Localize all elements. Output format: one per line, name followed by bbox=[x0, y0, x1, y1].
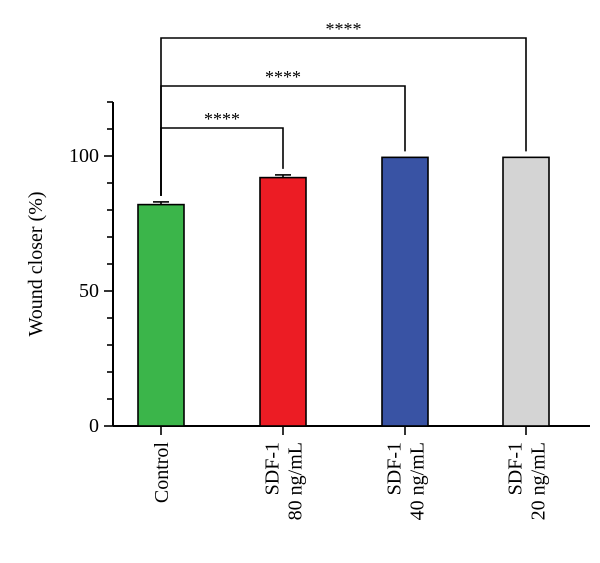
significance-bracket bbox=[160, 37, 527, 196]
y-tick-label: 100 bbox=[69, 145, 99, 167]
bar bbox=[502, 156, 550, 427]
bar bbox=[137, 203, 185, 427]
significance-brackets: **** **** **** bbox=[160, 19, 527, 196]
y-tick-label: 0 bbox=[89, 415, 99, 437]
x-tick-label: SDF-1 40 ng/mL bbox=[384, 442, 429, 520]
y-axis-label: Wound closer (%) bbox=[25, 191, 47, 336]
x-tick-label: Control bbox=[151, 442, 173, 504]
x-tick-label-line: 40 ng/mL bbox=[407, 442, 429, 520]
significance-label: **** bbox=[204, 109, 240, 129]
x-tick-label: SDF-1 20 ng/mL bbox=[505, 442, 550, 520]
bar bbox=[381, 156, 429, 427]
significance-label: **** bbox=[326, 19, 362, 39]
bars bbox=[137, 156, 550, 427]
x-tick-label-line: Control bbox=[151, 442, 173, 504]
x-tick-label-line: 20 ng/mL bbox=[528, 442, 550, 520]
significance-label: **** bbox=[265, 67, 301, 87]
x-tick-label-line: SDF-1 bbox=[384, 442, 406, 495]
x-tick-label-line: SDF-1 bbox=[505, 442, 527, 495]
x-tick-label-line: 80 ng/mL bbox=[285, 442, 307, 520]
y-tick-label: 50 bbox=[79, 280, 99, 302]
x-tick-label: SDF-1 80 ng/mL bbox=[262, 442, 307, 520]
x-tick-label-line: SDF-1 bbox=[262, 442, 284, 495]
bar bbox=[259, 176, 307, 427]
